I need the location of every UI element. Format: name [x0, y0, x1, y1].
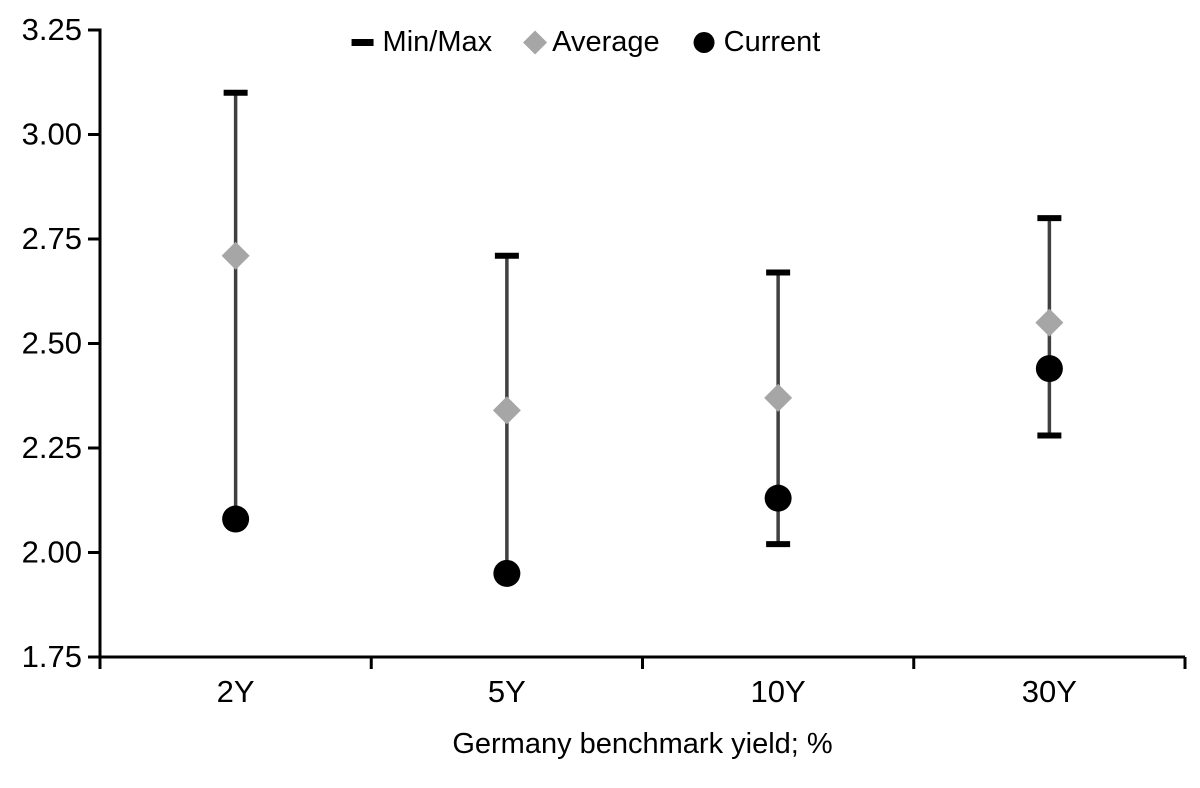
- svg-text:3.00: 3.00: [22, 117, 82, 152]
- legend-item-average: Average: [522, 26, 660, 59]
- x-axis-title: Germany benchmark yield; %: [452, 728, 833, 760]
- svg-text:3.25: 3.25: [22, 12, 82, 47]
- legend-label-current: Current: [723, 26, 821, 58]
- legend-item-current: Current: [693, 26, 821, 59]
- svg-text:1.75: 1.75: [22, 639, 82, 674]
- svg-text:5Y: 5Y: [488, 674, 526, 709]
- average-diamond-icon: [522, 30, 547, 55]
- legend-label-minmax: Min/Max: [382, 26, 493, 58]
- legend: Min/Max Average Current: [351, 26, 821, 59]
- svg-text:2Y: 2Y: [217, 674, 255, 709]
- current-circle-icon: [693, 32, 715, 53]
- svg-text:2.25: 2.25: [22, 430, 82, 465]
- svg-text:2.75: 2.75: [22, 221, 82, 256]
- legend-label-average: Average: [552, 26, 660, 58]
- svg-text:30Y: 30Y: [1022, 674, 1077, 709]
- svg-text:2.00: 2.00: [22, 535, 82, 570]
- svg-text:2.50: 2.50: [22, 326, 82, 361]
- legend-item-minmax: Min/Max: [351, 26, 493, 59]
- svg-text:10Y: 10Y: [751, 674, 806, 709]
- minmax-dash-icon: [351, 39, 374, 46]
